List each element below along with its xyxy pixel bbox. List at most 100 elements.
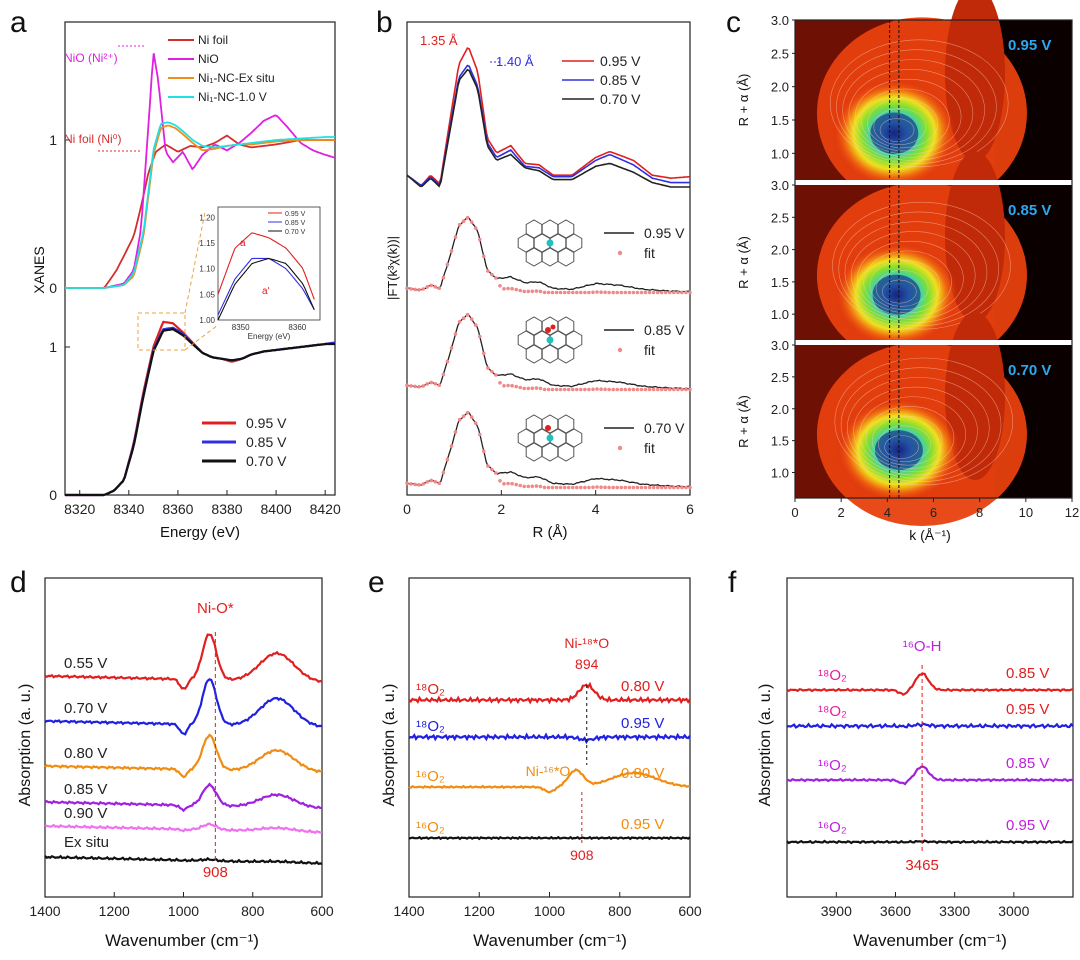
- panel-c-xtick-label: 6: [930, 505, 937, 520]
- panel-c-map-2: 0.70 V: [795, 311, 1072, 527]
- panel-b-fit-dot: [498, 479, 502, 483]
- panel-b-fit-dot: [619, 485, 624, 490]
- panel-d-ylabel: Absorption (a. u.): [17, 684, 34, 807]
- panel-b-fit-dot: [522, 484, 526, 489]
- panel-b-fit-dot: [478, 334, 482, 339]
- panel-e-xtick-label: 800: [608, 903, 632, 919]
- panel-b-fit-dot: [518, 288, 522, 293]
- panel-a-legend-label: NiO: [198, 52, 219, 66]
- panel-b-fit-dot: [449, 346, 454, 350]
- panel-a-xlabel: Energy (eV): [160, 524, 240, 541]
- panel-b-fit-dot: [405, 383, 409, 388]
- panel-a-frame: [64, 21, 336, 496]
- hex-ring: [557, 344, 575, 364]
- panel-b-fit-dot: [623, 387, 628, 392]
- panel-b-fit-dot: [659, 387, 664, 392]
- panel-e-potential-label: 0.80 V: [621, 678, 664, 695]
- panel-b-fit-dot: [635, 290, 640, 295]
- panel-d-xtick-label: 1400: [29, 903, 60, 919]
- panel-a-xtick-label: 8420: [310, 501, 341, 517]
- panel-b-fit-dot: [575, 485, 579, 490]
- panel-b-exp-line: [406, 313, 691, 390]
- panel-b-fit-dot: [469, 220, 474, 224]
- panel-b-fit-dot: [647, 290, 652, 295]
- panel-c-ytick-label: 3.0: [771, 13, 789, 28]
- panel-c-map-ridge: [945, 0, 1006, 162]
- panel-b-fit-dot: [405, 286, 409, 291]
- panel-b-fit-dot: [579, 290, 583, 295]
- panel-b-fit-dot: [482, 254, 486, 259]
- panel-b-fit-dot: [680, 387, 684, 392]
- panel-a-legend-label: 0.70 V: [246, 453, 287, 469]
- panel-b-fit-dot: [429, 380, 434, 385]
- panel-c-ytick-label: 2.0: [771, 402, 789, 417]
- panel-c-xtick-label: 10: [1019, 505, 1033, 520]
- panel-b-molecule-icon: [517, 316, 583, 364]
- panel-b-fit-dot: [554, 485, 559, 490]
- panel-a-inset-ytick-label: 1.20: [199, 213, 215, 222]
- panel-b-fit-dot: [433, 285, 438, 289]
- panel-c-contour: [834, 357, 1014, 486]
- panel-b-fit-dot: [639, 485, 644, 490]
- panel-b-fit-dot: [457, 417, 462, 422]
- panel-b-molecule-icon: [517, 219, 583, 267]
- panel-b-fit-dot: [409, 482, 413, 486]
- hex-ring: [565, 330, 583, 350]
- panel-b-fit-dot: [490, 272, 494, 277]
- panel-e-ylabel: Absorption (a. u.): [381, 684, 398, 807]
- panel-b-fit-dot: [502, 384, 506, 388]
- panel-b-exp-line: [406, 217, 691, 293]
- panel-e-series-line: [408, 681, 691, 705]
- panel-a-ylabel: XANES: [31, 246, 47, 293]
- panel-b-fit-dot: [635, 485, 640, 490]
- panel-e-series-line: [408, 732, 691, 745]
- panel-b-fit-dot: [611, 387, 615, 392]
- panel-c-map-label: 0.95 V: [1008, 37, 1051, 54]
- panel-a-inset-xtick-label: 8350: [232, 323, 250, 332]
- panel-b-fit-dot: [518, 483, 522, 488]
- panel-a-inset-legend-label: 0.95 V: [285, 211, 306, 218]
- panel-c-ytick-label: 3.0: [771, 178, 789, 193]
- panel-e-xtick-label: 1200: [464, 903, 495, 919]
- panel-a-inset-line: [217, 257, 315, 321]
- panel-c-ytick-label: 2.5: [771, 210, 789, 225]
- panel-a-xtick-label: 8340: [113, 501, 144, 517]
- panel-b-fit-dot: [595, 290, 599, 294]
- panel-b-fit-dot: [575, 290, 579, 295]
- panel-c-ytick-label: 1.5: [771, 434, 789, 449]
- panel-f-marker-value: 3465: [905, 857, 938, 874]
- hex-ring: [525, 247, 543, 267]
- panel-c-contour: [840, 367, 1002, 482]
- panel-f-xtick-label: 3600: [880, 903, 911, 919]
- panel-b-fit-dot: [615, 485, 619, 490]
- panel-c-contour: [829, 39, 1009, 168]
- panel-e-xtick-label: 600: [678, 903, 702, 919]
- panel-b-fit-dot: [445, 359, 450, 364]
- panel-b-fit-dot: [635, 387, 640, 392]
- panel-b-fit-dot: [445, 457, 450, 462]
- panel-e: 1400 1200 1000 800 600 Wavenumber (cm⁻¹) Absor…: [381, 577, 702, 950]
- panel-b-fit-dot: [478, 432, 482, 437]
- panel-a-inset-label-a: a: [240, 238, 246, 249]
- panel-b-fit-dot: [413, 482, 417, 487]
- panel-letter-f: f: [728, 566, 737, 599]
- panel-b-fit-dot: [534, 289, 539, 293]
- panel-b-fit-dot: [542, 485, 547, 490]
- panel-d-marker-value: 908: [203, 864, 228, 881]
- ni-atom: [546, 336, 554, 344]
- panel-b-fit-dot: [611, 485, 615, 490]
- panel-c-ytick-label: 1.0: [771, 466, 789, 481]
- hex-ring: [541, 442, 559, 462]
- panel-b-fit-dot: [562, 387, 567, 392]
- panel-b-fit-dot: [413, 384, 417, 389]
- panel-e-potential-label: 0.95 V: [621, 816, 664, 833]
- panel-b-fit-dot: [514, 384, 518, 389]
- panel-b-fit-dot: [676, 290, 680, 295]
- panel-e-isotope-label: ¹⁶O₂: [416, 768, 445, 785]
- panel-b-fit-dot: [566, 387, 571, 392]
- panel-d-peak-label: Ni-O*: [197, 600, 234, 617]
- panel-a-nio-annotation: NiO (Ni²⁺): [64, 51, 118, 65]
- panel-b-fit-dot: [510, 481, 514, 486]
- panel-a-inset-ytick-label: 1.05: [199, 290, 215, 299]
- panel-b-fit-dot: [469, 415, 474, 419]
